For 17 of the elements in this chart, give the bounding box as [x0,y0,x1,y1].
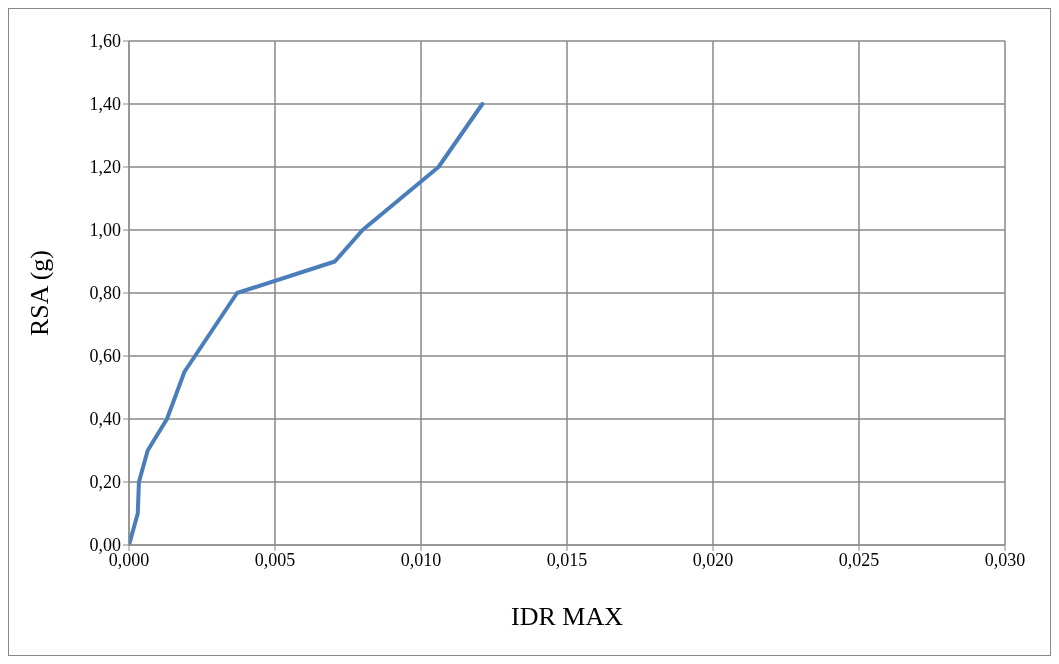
y-tick-label: 0,80 [89,283,121,304]
line-series [129,102,485,545]
x-tick-label: 0,030 [984,549,1026,570]
x-tick-label: 0,020 [692,549,734,570]
x-axis-title: IDR MAX [511,602,624,631]
y-axis-title: RSA (g) [25,250,55,336]
y-tick-label: 0,60 [89,346,121,367]
y-tick-label: 1,00 [89,220,121,241]
y-tick-label: 1,40 [89,94,121,115]
x-tick-label: 0,015 [546,549,588,570]
x-tick-label: 0,005 [254,549,296,570]
y-tick-label: 0,40 [89,409,121,430]
x-tick-label: 0,025 [838,549,880,570]
y-tick-label: 1,60 [89,31,121,52]
y-tick-label: 1,20 [89,157,121,178]
x-tick-label: 0,010 [400,549,442,570]
y-tick-label: 0,20 [89,472,121,493]
